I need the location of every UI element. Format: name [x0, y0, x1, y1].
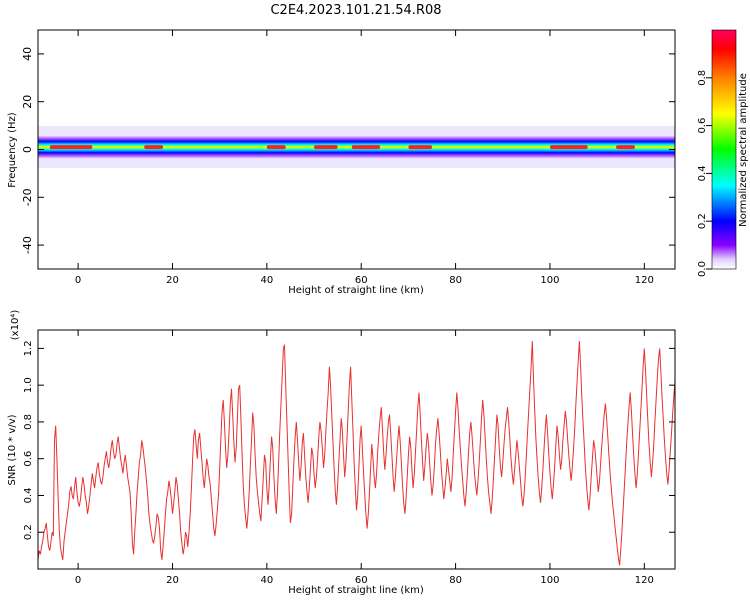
- spectrogram-xtick-label: 80: [449, 275, 462, 286]
- spectrogram-xtick-label: 40: [260, 275, 273, 286]
- snr-xtick-label: 20: [166, 575, 179, 586]
- colorbar-label: Normalized spectral amplitude: [738, 73, 749, 227]
- figure-title: C2E4.2023.101.21.54.R08: [270, 3, 441, 18]
- spectrogram-panel: 0 20 40 60 80 100 120 -40 -20 0 20 40 Height of str…: [7, 29, 676, 296]
- snr-ytick-label: 0.8: [23, 414, 34, 430]
- snr-xtick-label: 120: [635, 575, 654, 586]
- snr-ytick-label: 0.4: [23, 488, 34, 504]
- snr-ytick-label: 1.2: [23, 340, 34, 356]
- snr-xtick-label: 80: [449, 575, 462, 586]
- spectrogram-xlabel: Height of straight line (km): [288, 285, 424, 296]
- snr-xlabel: Height of straight line (km): [288, 585, 424, 596]
- band-hot-segment: [549, 145, 588, 150]
- snr-ytick-label: 1.0: [23, 377, 34, 393]
- band-hot-segment: [144, 145, 164, 150]
- snr-yscale-label: (x10⁴): [10, 310, 21, 341]
- snr-xtick-label: 40: [260, 575, 273, 586]
- spectrogram-xtick-label: 120: [635, 275, 654, 286]
- colorbar: 0.0 0.2 0.4 0.6 0.8 Normalized spectral ampl…: [697, 29, 749, 277]
- colorbar-tick-label: 0.0: [697, 261, 708, 277]
- band-hot-segment: [408, 145, 432, 150]
- spectrogram-ytick-label: 40: [21, 47, 34, 61]
- snr-frame: [37, 329, 676, 570]
- snr-panel: 0 20 40 60 80 100 120 0.2 0.4 0.6 0.8 1.0 1.2 Height…: [7, 310, 676, 596]
- spectrogram-ytick-label: -20: [21, 188, 34, 206]
- spectrogram-ytick-label: 0: [21, 146, 34, 153]
- snr-ytick-label: 0.2: [23, 524, 34, 540]
- snr-series-line: [38, 340, 675, 566]
- colorbar-tick-label: 0.2: [697, 213, 708, 229]
- snr-xtick-label: 0: [75, 575, 81, 586]
- band-hot-segment: [49, 145, 93, 150]
- colorbar-tick-label: 0.8: [697, 70, 708, 86]
- band-hot-segment: [266, 145, 286, 150]
- band-hot-segment: [314, 145, 338, 150]
- spectrogram-ytick-label: -40: [21, 236, 34, 254]
- spectrogram-ytick-label: 20: [21, 95, 34, 109]
- snr-xtick-label: 100: [540, 575, 559, 586]
- spectrogram-xtick-label: 0: [75, 275, 81, 286]
- spectrogram-xtick-label: 60: [355, 275, 368, 286]
- colorbar-tick-label: 0.6: [697, 118, 708, 134]
- snr-ytick-label: 0.6: [23, 451, 34, 467]
- spectrogram-xtick-label: 100: [540, 275, 559, 286]
- snr-xtick-label: 60: [355, 575, 368, 586]
- colorbar-gradient: [711, 29, 737, 270]
- spectrogram-ylabel: Frequency (Hz): [7, 112, 18, 188]
- band-hot-segment: [616, 145, 635, 150]
- snr-ylabel: SNR (10 * v/v): [7, 414, 18, 485]
- band-hot-segment: [351, 145, 381, 150]
- spectrogram-xtick-label: 20: [166, 275, 179, 286]
- colorbar-tick-label: 0.4: [697, 165, 708, 181]
